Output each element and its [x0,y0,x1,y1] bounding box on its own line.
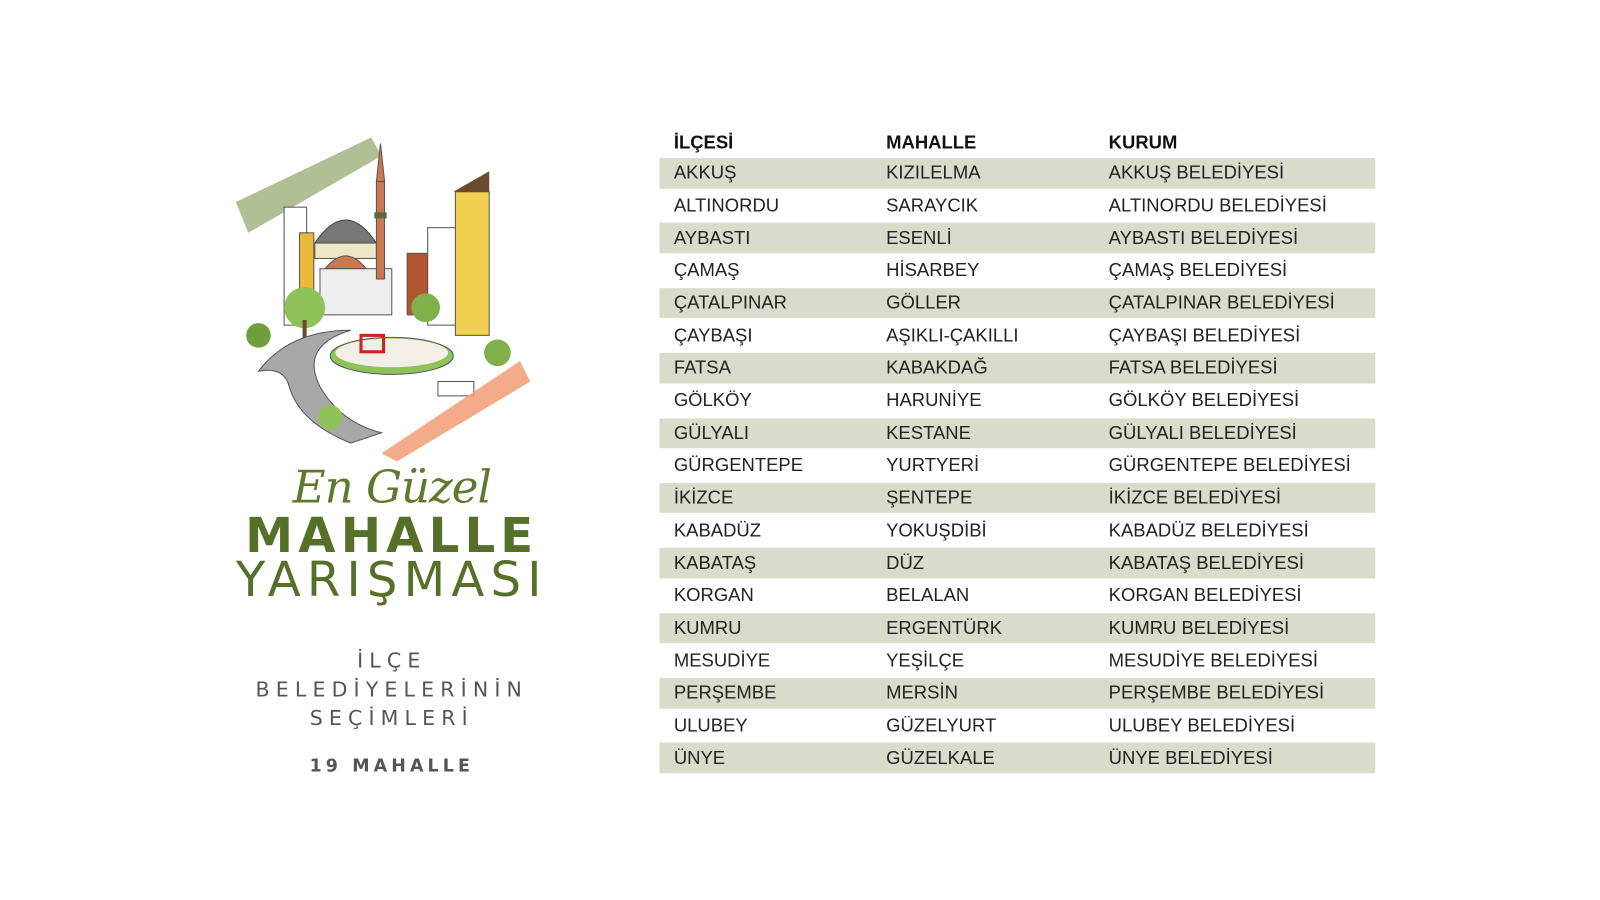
cell-neighborhood: ŞENTEPE [886,487,973,508]
cell-institution: KUMRU BELEDİYESİ [1108,617,1290,638]
cell-institution: İKİZCE BELEDİYESİ [1108,487,1282,508]
cell-neighborhood: HARUNİYE [886,389,982,411]
cell-district: ALTINORDU [673,194,780,216]
cell-institution: ÜNYE BELEDİYESİ [1108,747,1273,768]
cell-institution: ÇAYBAŞI BELEDİYESİ [1108,324,1301,346]
table-row: PERŞEMBE MERSİN PERŞEMBE BELEDİYESİ [659,677,1376,709]
cell-neighborhood: GÜZELKALE [886,747,995,768]
cell-institution: ULUBEY BELEDİYESİ [1108,714,1296,736]
header-district: İLÇESİ [673,131,734,153]
cell-institution: GÖLKÖY BELEDİYESİ [1108,389,1300,411]
cell-institution: GÜRGENTEPE BELEDİYESİ [1108,454,1351,476]
cell-institution: AKKUŞ BELEDİYESİ [1108,162,1285,183]
title-line-1: MAHALLE [245,507,539,565]
table-row: AKKUŞ KIZILELMA AKKUŞ BELEDİYESİ [659,157,1376,189]
cell-neighborhood: BELALAN [886,584,970,606]
cell-neighborhood: GÖLLER [886,292,962,313]
title-line-2: YARIŞMASI [235,551,548,609]
header-institution: KURUM [1108,131,1178,153]
cell-district: AYBASTI [673,227,751,248]
cell-institution: KABADÜZ BELEDİYESİ [1108,519,1309,541]
cell-neighborhood: YURTYERİ [886,454,980,476]
script-title: En Güzel [292,461,492,514]
cell-neighborhood: MERSİN [886,682,958,703]
cell-district: ÇATALPINAR [673,292,788,313]
subtitle-line-2: BELEDİYELERİNİN [255,676,529,702]
cell-district: AKKUŞ [673,162,737,183]
table-row: AYBASTI ESENLİ AYBASTI BELEDİYESİ [659,222,1376,254]
cell-district: KABATAŞ [673,552,757,573]
table-row: ALTINORDU SARAYCIK ALTINORDU BELEDİYESİ [659,190,1375,220]
neighborhood-illustration [235,137,531,462]
cell-neighborhood: HİSARBEY [886,259,980,281]
table-row: MESUDİYE YEŞİLÇE MESUDİYE BELEDİYESİ [659,645,1375,675]
cell-district: GÖLKÖY [673,389,752,411]
table-row: KUMRU ERGENTÜRK KUMRU BELEDİYESİ [659,612,1376,644]
cell-neighborhood: DÜZ [886,552,925,573]
cell-district: MESUDİYE [673,649,771,671]
cell-district: ÇAYBAŞI [673,324,753,346]
subtitle-line-1: İLÇE [357,648,427,673]
table-row: KABATAŞ DÜZ KABATAŞ BELEDİYESİ [659,547,1376,579]
subtitle-line-3: SEÇİMLERİ [309,705,474,731]
cell-district: GÜRGENTEPE [673,454,804,476]
cell-neighborhood: GÜZELYURT [886,714,997,736]
table-row: ULUBEY GÜZELYURT ULUBEY BELEDİYESİ [659,710,1375,740]
table-header: İLÇESİ MAHALLE KURUM [659,127,1375,158]
table-row: ÜNYE GÜZELKALE ÜNYE BELEDİYESİ [659,742,1376,774]
cell-district: ULUBEY [673,714,748,736]
cell-neighborhood: AŞIKLI-ÇAKILLI [886,324,1019,346]
cell-district: FATSA [673,357,731,378]
cell-neighborhood: YOKUŞDİBİ [886,519,987,541]
cell-institution: MESUDİYE BELEDİYESİ [1108,649,1318,671]
cell-institution: KORGAN BELEDİYESİ [1108,584,1302,606]
cell-district: KORGAN [673,584,754,606]
cell-neighborhood: KABAKDAĞ [886,357,988,378]
cell-institution: ÇATALPINAR BELEDİYESİ [1108,292,1335,313]
table-row: ÇAMAŞ HİSARBEY ÇAMAŞ BELEDİYESİ [659,255,1375,285]
cell-district: PERŞEMBE [673,682,777,703]
count-label: 19 MAHALLE [309,755,474,777]
cell-neighborhood: ESENLİ [886,227,952,248]
header-neighborhood: MAHALLE [886,131,977,153]
cell-district: KABADÜZ [673,519,762,541]
cell-institution: KABATAŞ BELEDİYESİ [1108,552,1304,573]
neighborhood-table: İLÇESİ MAHALLE KURUM AKKUŞ KIZILELMA AKKUŞ… [659,127,1376,775]
cell-district: İKİZCE [673,487,734,508]
cell-neighborhood: YEŞİLÇE [886,649,965,671]
cell-district: ÜNYE [673,747,726,768]
table-row: FATSA KABAKDAĞ FATSA BELEDİYESİ [659,352,1376,384]
cell-institution: GÜLYALI BELEDİYESİ [1108,422,1297,443]
cell-institution: FATSA BELEDİYESİ [1108,357,1278,378]
table-row: ÇAYBAŞI AŞIKLI-ÇAKILLI ÇAYBAŞI BELEDİYESİ [659,320,1375,350]
table-row: GÜRGENTEPE YURTYERİ GÜRGENTEPE BELEDİYESİ [659,450,1375,480]
cell-neighborhood: SARAYCIK [886,194,979,216]
cell-district: GÜLYALI [673,422,750,443]
table-row: KABADÜZ YOKUŞDİBİ KABADÜZ BELEDİYESİ [659,515,1375,545]
table-row: GÖLKÖY HARUNİYE GÖLKÖY BELEDİYESİ [659,385,1375,415]
cell-district: ÇAMAŞ [673,259,740,281]
table-row: İKİZCE ŞENTEPE İKİZCE BELEDİYESİ [659,482,1376,514]
cell-institution: ALTINORDU BELEDİYESİ [1108,194,1327,216]
cell-neighborhood: ERGENTÜRK [886,617,1003,638]
cell-institution: ÇAMAŞ BELEDİYESİ [1108,259,1288,281]
table-row: GÜLYALI KESTANE GÜLYALI BELEDİYESİ [659,417,1376,449]
table-row: KORGAN BELALAN KORGAN BELEDİYESİ [659,580,1375,610]
cell-neighborhood: KESTANE [886,422,971,443]
cell-neighborhood: KIZILELMA [886,162,981,183]
cell-institution: PERŞEMBE BELEDİYESİ [1108,682,1325,703]
cell-institution: AYBASTI BELEDİYESİ [1108,227,1299,248]
table-row: ÇATALPINAR GÖLLER ÇATALPINAR BELEDİYESİ [659,287,1376,319]
cell-district: KUMRU [673,617,742,638]
